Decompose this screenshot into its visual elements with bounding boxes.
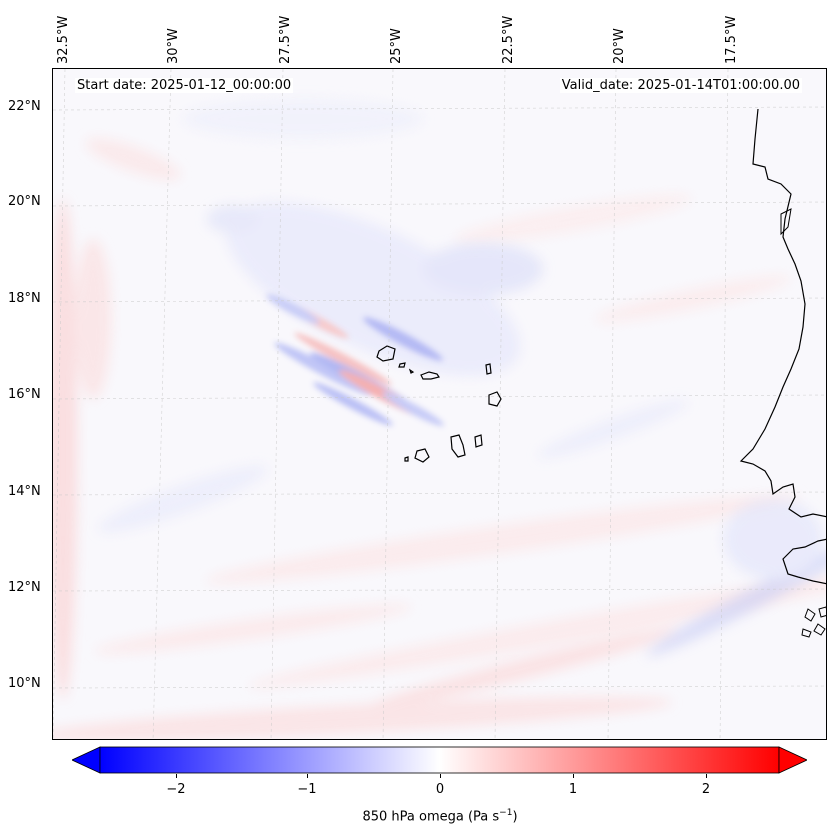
colorbar-title-exponent: −1 <box>499 808 513 818</box>
island-santa-luzia <box>408 368 415 374</box>
lon-label-30w: 30°W <box>166 28 181 64</box>
lat-label-20n: 20°N <box>8 194 41 209</box>
island-fogo <box>414 448 430 463</box>
lat-label-12n: 12°N <box>8 580 41 595</box>
colorbar-tick-mark <box>176 774 177 778</box>
colorbar-tick-mark <box>573 774 574 778</box>
lon-label-17-5w: 17.5°W <box>724 15 739 64</box>
colorbar-title-end: ) <box>512 809 518 825</box>
colorbar-tick-label: 2 <box>701 782 711 797</box>
island-sal <box>485 363 492 375</box>
colorbar-tick-label: −2 <box>166 782 186 797</box>
island-sao-nicolau <box>420 371 440 380</box>
colorbar-left-arrow <box>72 746 101 774</box>
colorbar-tick-mark <box>706 774 707 778</box>
cape-verde-islands <box>376 345 502 463</box>
lon-label-22-5w: 22.5°W <box>501 15 516 64</box>
lat-label-16n: 16°N <box>8 387 41 402</box>
colorbar-tick-mark <box>440 774 441 778</box>
island-sao-vicente <box>398 362 406 368</box>
african-coastline <box>739 108 826 518</box>
lat-label-10n: 10°N <box>8 676 41 691</box>
map-panel: Start date: 2025-01-12_00:00:00 Valid_da… <box>52 68 827 740</box>
island-santiago <box>450 434 466 458</box>
lon-label-25w: 25°W <box>389 28 404 64</box>
lon-label-32-5w: 32.5°W <box>56 15 71 64</box>
island-boa-vista <box>488 391 502 407</box>
colorbar-body <box>99 746 780 774</box>
negative-omega-areas <box>98 99 826 657</box>
island-maio <box>474 434 483 448</box>
lat-label-18n: 18°N <box>8 291 41 306</box>
start-date-annotation: Start date: 2025-01-12_00:00:00 <box>75 78 294 93</box>
coast-detail-north <box>780 208 792 236</box>
gravity-wave-train <box>266 294 444 427</box>
omega-field <box>53 69 826 739</box>
bijagos-islands <box>801 606 826 638</box>
colorbar-tick-mark <box>307 774 308 778</box>
african-coastline-south <box>782 538 826 585</box>
colorbar-tick-label: 0 <box>435 782 445 797</box>
island-santo-antao <box>376 345 396 362</box>
colorbar-tick-label: −1 <box>297 782 317 797</box>
colorbar-title-main: 850 hPa omega (Pa s <box>362 809 500 825</box>
valid-date-annotation: Valid_date: 2025-01-14T01:00:00.00 <box>559 78 802 93</box>
lat-label-14n: 14°N <box>8 484 41 499</box>
lat-label-22n: 22°N <box>8 99 41 114</box>
lon-label-20w: 20°W <box>612 28 627 64</box>
colorbar-tick-label: 1 <box>568 782 578 797</box>
colorbar-right-arrow <box>778 746 807 774</box>
island-brava <box>404 456 409 462</box>
lon-label-27-5w: 27.5°W <box>278 15 293 64</box>
graticule <box>53 69 826 739</box>
colorbar-title: 850 hPa omega (Pa s−1) <box>0 808 837 824</box>
colorbar <box>72 746 807 774</box>
